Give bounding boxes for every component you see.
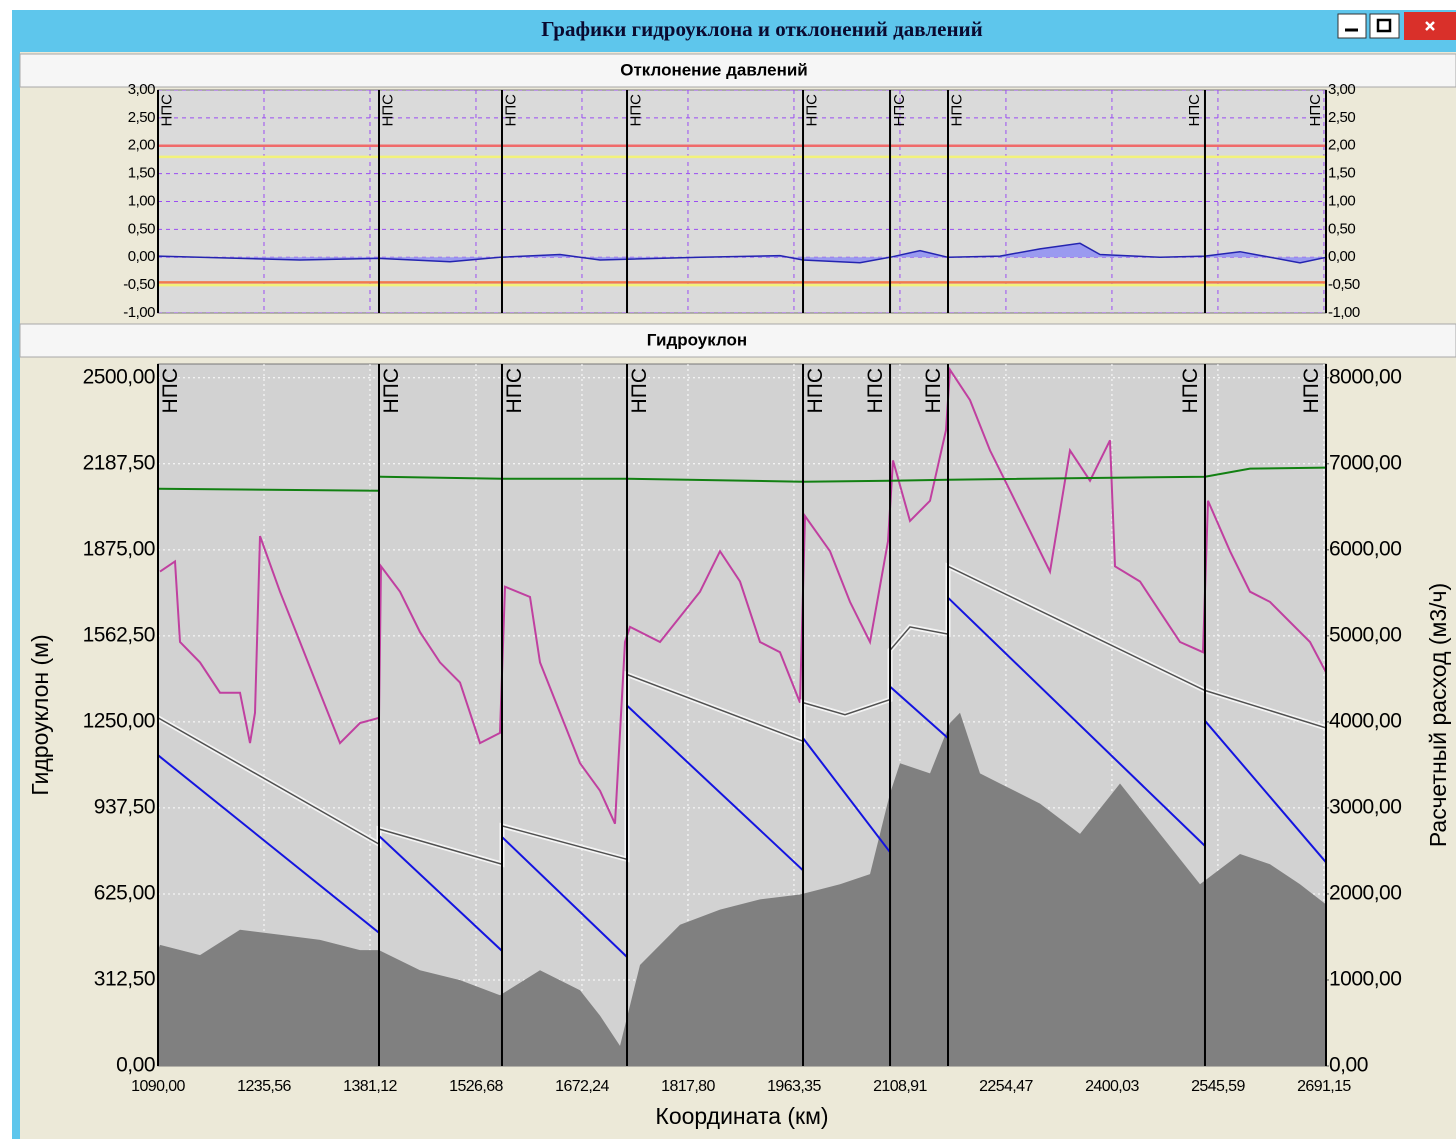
y2-tick-label: 2000,00 (1329, 881, 1401, 904)
y-tick-label: -1,00 (123, 304, 155, 321)
station-label: НПС (922, 368, 945, 413)
y-tick-label: -0,50 (1328, 276, 1360, 293)
y-tick-label: 2,50 (1328, 109, 1355, 126)
x-tick-label: 1817,80 (661, 1078, 715, 1095)
y2-tick-label: 4000,00 (1329, 709, 1401, 732)
station-label: НПС (864, 368, 887, 413)
y-tick-label: 2,50 (128, 109, 155, 126)
y-axis-title: Гидроуклон (м) (27, 634, 53, 795)
plot-layer (158, 90, 1326, 313)
station-label: НПС (804, 368, 827, 413)
area (158, 243, 1326, 263)
close-button[interactable] (1404, 12, 1456, 40)
y2-tick-label: 3000,00 (1329, 795, 1401, 818)
x-tick-label: 2108,91 (873, 1078, 927, 1095)
y-tick-label: 625,00 (94, 881, 155, 904)
y-tick-label: 2500,00 (83, 365, 155, 388)
panel-title: Отклонение давлений (620, 60, 808, 79)
y2-tick-label: 7000,00 (1329, 451, 1401, 474)
y-tick-label: 312,50 (94, 968, 155, 991)
window-border (12, 10, 20, 1139)
station-label: НПС (804, 94, 821, 127)
station-label: НПС (380, 94, 397, 127)
y-tick-label: 2187,50 (83, 451, 155, 474)
panel-header (19, 323, 1456, 358)
x-tick-label: 2691,15 (1297, 1078, 1351, 1095)
line (159, 366, 1326, 825)
x-tick-label: 1381,12 (343, 1078, 397, 1095)
panel-header (19, 53, 1456, 88)
y-tick-label: 1,50 (1328, 165, 1355, 182)
window-title: Графики гидроуклона и отклонений давлени… (541, 17, 983, 41)
station-label: НПС (1186, 94, 1203, 127)
y-tick-label: 0,00 (1328, 248, 1355, 265)
y-tick-label: 0,50 (1328, 220, 1355, 237)
x-tick-label: 1526,68 (449, 1078, 503, 1095)
y2-tick-label: 8000,00 (1329, 365, 1401, 388)
station-label: НПС (949, 94, 966, 127)
y-tick-label: 0,50 (128, 220, 155, 237)
y-tick-label: 2,00 (1328, 137, 1355, 154)
station-label: НПС (159, 94, 176, 127)
y-tick-label: 1,50 (128, 165, 155, 182)
y-tick-label: 3,00 (128, 81, 155, 98)
y-tick-label: 1,00 (1328, 192, 1355, 209)
x-tick-label: 1090,00 (131, 1078, 185, 1095)
x-tick-label: 2254,47 (979, 1078, 1033, 1095)
y-tick-label: 937,50 (94, 795, 155, 818)
x-tick-label: 1672,24 (555, 1078, 609, 1095)
x-tick-label: 1235,56 (237, 1078, 291, 1095)
y-tick-label: 1875,00 (83, 537, 155, 560)
station-label: НПС (503, 368, 526, 413)
y2-axis-title: Расчетный расход (м3/ч) (1425, 583, 1451, 847)
x-tick-label: 2400,03 (1085, 1078, 1139, 1095)
y-tick-label: 0,00 (128, 248, 155, 265)
minimize-button[interactable] (1337, 13, 1367, 39)
y-tick-label: 1562,50 (83, 623, 155, 646)
panel-title: Гидроуклон (647, 330, 747, 349)
station-label: НПС (1300, 368, 1323, 413)
station-label: НПС (1307, 94, 1324, 127)
station-label: НПС (1179, 368, 1202, 413)
maximize-button[interactable] (1369, 13, 1400, 39)
x-tick-label: 1963,35 (767, 1078, 821, 1095)
station-label: НПС (380, 368, 403, 413)
station-label: НПС (503, 94, 520, 127)
y2-tick-label: 5000,00 (1329, 623, 1401, 646)
y-tick-label: 1,00 (128, 192, 155, 209)
y-tick-label: -1,00 (1328, 304, 1360, 321)
station-label: НПС (628, 368, 651, 413)
area (158, 712, 1326, 1066)
station-label: НПС (628, 94, 645, 127)
y2-tick-label: 1000,00 (1329, 968, 1401, 991)
y-tick-label: 0,00 (116, 1054, 155, 1077)
y-tick-label: 2,00 (128, 137, 155, 154)
y-tick-label: 3,00 (1328, 81, 1355, 98)
station-label: НПС (891, 94, 908, 127)
station-label: НПС (159, 368, 182, 413)
y2-tick-label: 6000,00 (1329, 537, 1401, 560)
y-tick-label: -0,50 (123, 276, 155, 293)
title-bar (12, 10, 1456, 52)
y-tick-label: 1250,00 (83, 709, 155, 732)
x-tick-label: 2545,59 (1191, 1078, 1245, 1095)
y2-tick-label: 0,00 (1329, 1054, 1368, 1077)
x-axis-title: Координата (км) (655, 1103, 828, 1129)
